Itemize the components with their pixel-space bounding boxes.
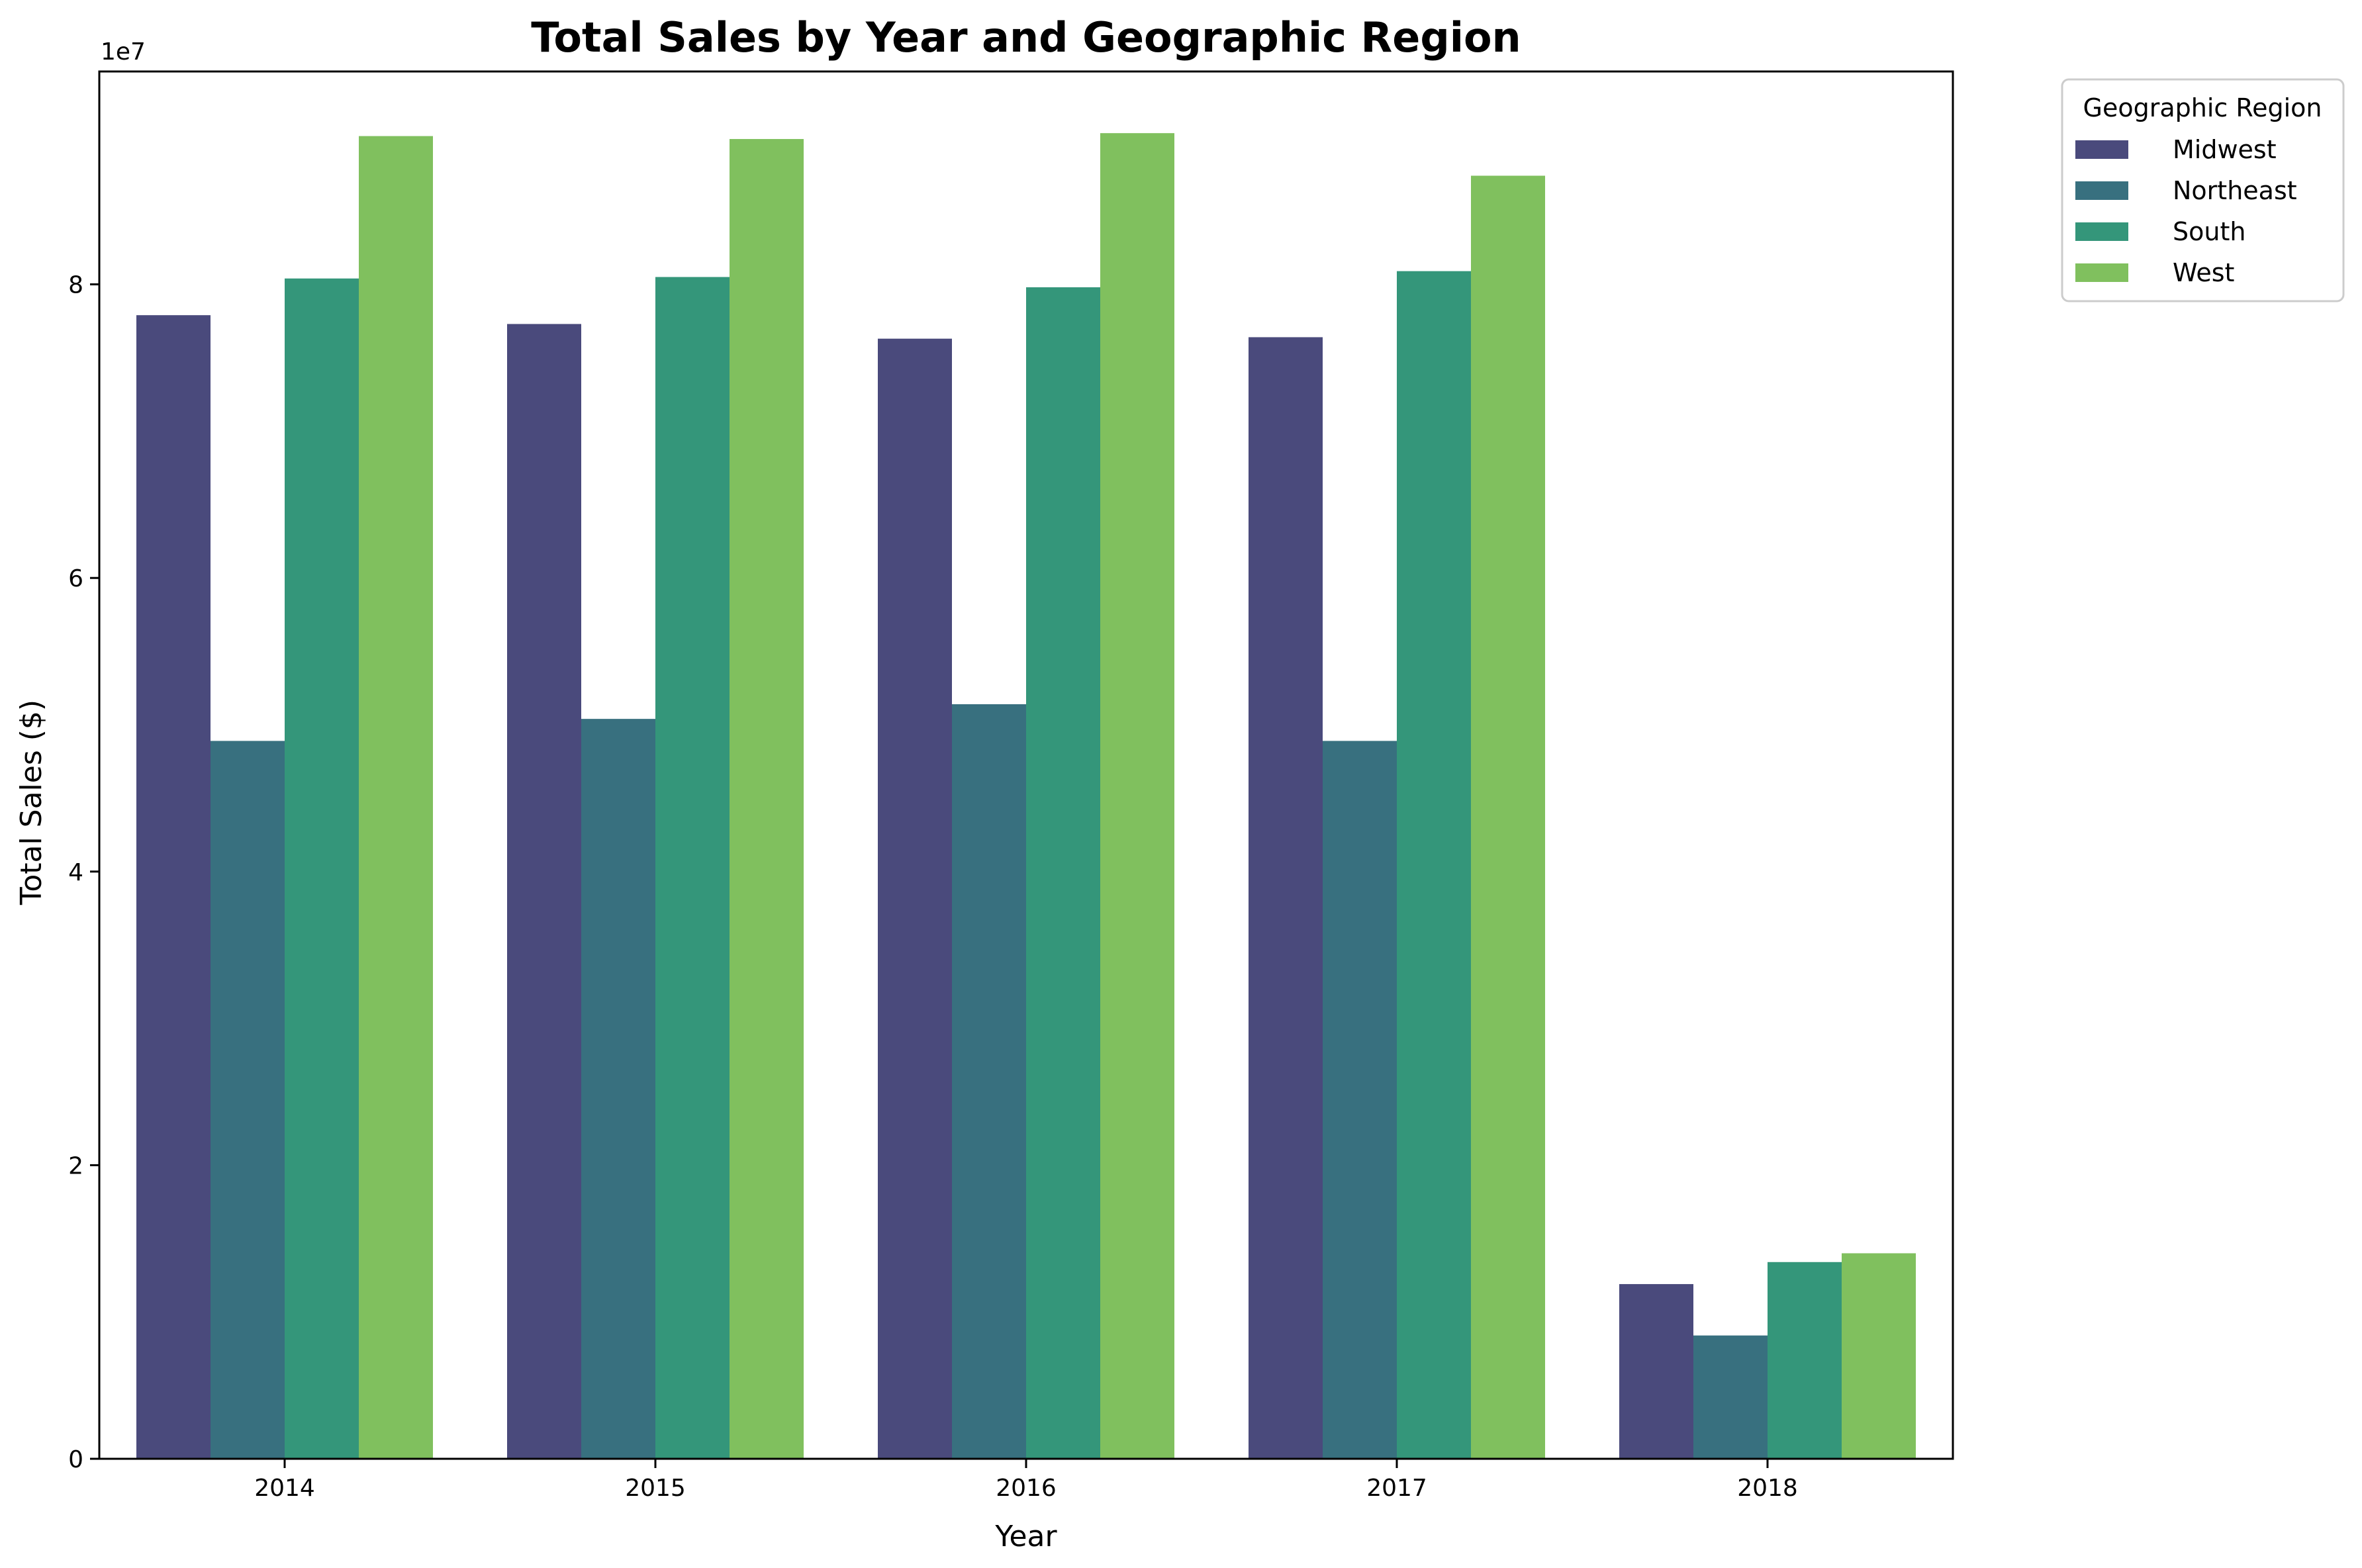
y-tick-label-4: 4 bbox=[68, 859, 83, 886]
bar-midwest-2017 bbox=[1249, 337, 1323, 1459]
legend: Geographic Region Midwest Northeast South W… bbox=[2061, 78, 2345, 302]
legend-label-midwest: Midwest bbox=[2173, 135, 2277, 164]
y-tick-label-6: 6 bbox=[68, 565, 83, 592]
y-tick-label-2: 2 bbox=[68, 1152, 83, 1179]
bar-west-2018 bbox=[1842, 1253, 1916, 1459]
bar-northeast-2015 bbox=[581, 719, 655, 1459]
legend-label-northeast: Northeast bbox=[2173, 176, 2297, 205]
bar-west-2015 bbox=[730, 139, 804, 1459]
y-axis-ticks: 0 2 4 6 8 bbox=[68, 272, 99, 1473]
x-tick-label-2015: 2015 bbox=[625, 1475, 686, 1502]
bar-northeast-2014 bbox=[211, 741, 285, 1459]
plot-area-frame bbox=[98, 70, 1954, 1460]
bar-south-2015 bbox=[655, 277, 730, 1459]
x-tick-label-2016: 2016 bbox=[996, 1475, 1057, 1502]
legend-label-west: West bbox=[2173, 258, 2234, 287]
x-tick-label-2017: 2017 bbox=[1366, 1475, 1427, 1502]
bar-northeast-2018 bbox=[1693, 1335, 1768, 1459]
legend-swatch-south bbox=[2075, 222, 2128, 241]
bar-south-2017 bbox=[1397, 271, 1471, 1459]
bar-west-2014 bbox=[359, 136, 433, 1459]
bar-northeast-2016 bbox=[952, 704, 1026, 1459]
y-axis-offset-label: 1e7 bbox=[101, 38, 146, 66]
legend-title: Geographic Region bbox=[2083, 93, 2322, 122]
y-axis-label: Total Sales ($) bbox=[15, 700, 48, 905]
bar-west-2016 bbox=[1100, 133, 1174, 1459]
bar-south-2014 bbox=[285, 278, 359, 1459]
x-tick-label-2014: 2014 bbox=[254, 1475, 315, 1502]
bar-midwest-2015 bbox=[507, 324, 581, 1459]
bar-midwest-2016 bbox=[878, 338, 952, 1459]
bar-south-2018 bbox=[1768, 1262, 1842, 1459]
legend-label-south: South bbox=[2173, 217, 2245, 246]
y-tick-label-8: 8 bbox=[68, 272, 83, 299]
x-axis-label: Year bbox=[994, 1520, 1057, 1553]
bar-midwest-2014 bbox=[136, 315, 211, 1459]
bar-midwest-2018 bbox=[1619, 1284, 1693, 1459]
bar-northeast-2017 bbox=[1323, 741, 1397, 1459]
chart-title: Total Sales by Year and Geographic Regio… bbox=[531, 13, 1521, 62]
bar-west-2017 bbox=[1471, 175, 1545, 1459]
legend-box bbox=[2061, 78, 2345, 302]
x-tick-label-2018: 2018 bbox=[1737, 1475, 1798, 1502]
legend-swatch-west bbox=[2075, 263, 2128, 282]
legend-items: Midwest Northeast South West bbox=[2075, 135, 2297, 287]
y-tick-label-0: 0 bbox=[68, 1446, 83, 1473]
legend-swatch-northeast bbox=[2075, 181, 2128, 200]
bar-south-2016 bbox=[1026, 287, 1100, 1459]
x-axis-ticks: 2014 2015 2016 2017 2018 bbox=[254, 1459, 1798, 1502]
bars-layer bbox=[136, 133, 1916, 1459]
legend-swatch-midwest bbox=[2075, 140, 2128, 159]
